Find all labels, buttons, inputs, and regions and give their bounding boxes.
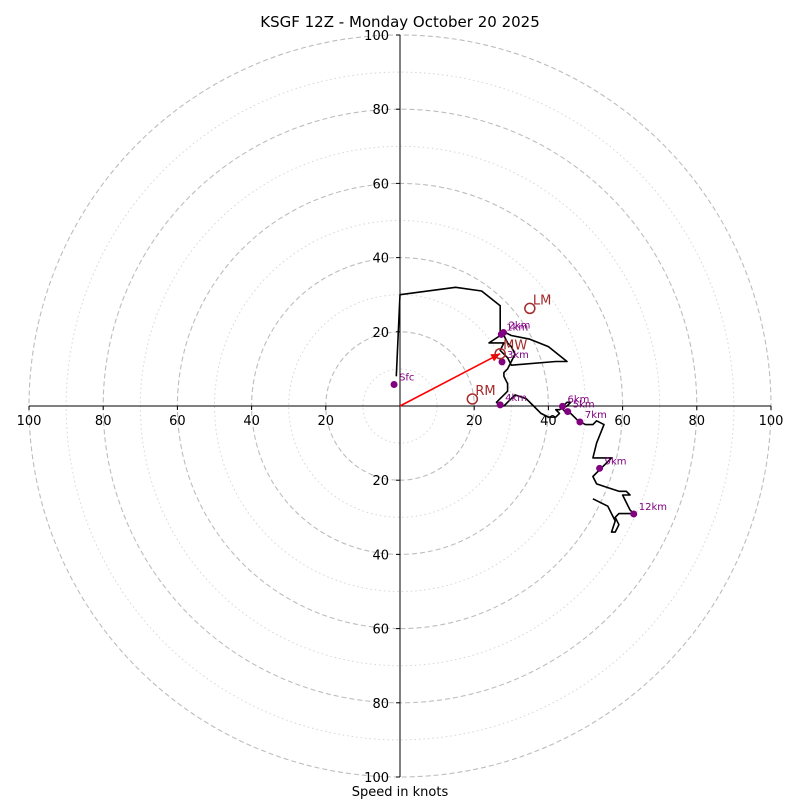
chart-title: KSGF 12Z - Monday October 20 2025 xyxy=(260,13,540,31)
height-label-2km: 2km xyxy=(509,321,531,332)
tick-label-left-60: 60 xyxy=(169,414,186,429)
height-label-7km: 7km xyxy=(585,410,607,421)
tick-label-left-40: 40 xyxy=(243,414,260,429)
height-point-sfc xyxy=(390,380,398,388)
height-label-1km: 1km xyxy=(506,322,528,333)
height-point-2km xyxy=(500,329,508,337)
height-point-3km xyxy=(498,358,506,366)
height-point-12km xyxy=(630,510,638,518)
tick-label-right-20: 20 xyxy=(466,414,483,429)
motion-marker-lm xyxy=(524,302,536,315)
height-label-5km: 5km xyxy=(573,400,595,411)
motion-label-rm: RM xyxy=(475,384,495,399)
hodograph-trace-group xyxy=(395,286,635,533)
height-point-5km xyxy=(564,408,572,416)
tick-label-bottom-80: 80 xyxy=(372,697,389,712)
tick-label-bottom-40: 40 xyxy=(372,548,389,563)
height-point-9km xyxy=(596,464,604,472)
height-point-6km xyxy=(558,402,566,410)
tick-label-left-100: 100 xyxy=(17,414,42,429)
tick-label-top-60: 60 xyxy=(372,177,389,192)
motion-marker-rm xyxy=(466,393,479,405)
tick-label-right-60: 60 xyxy=(614,414,631,429)
tick-label-top-100: 100 xyxy=(364,29,389,44)
mean-wind-vector-group xyxy=(399,352,501,407)
height-point-7km xyxy=(576,418,584,426)
height-label-sfc: Sfc xyxy=(399,372,414,383)
storm-motions: LM MW RM xyxy=(466,293,551,405)
height-label-4km: 4km xyxy=(505,393,527,404)
tick-label-top-20: 20 xyxy=(372,326,389,341)
tick-label-right-100: 100 xyxy=(759,414,784,429)
height-label-3km: 3km xyxy=(507,350,529,361)
tick-label-bottom-20: 20 xyxy=(372,474,389,489)
mean-wind-arrowhead xyxy=(490,353,501,362)
motion-marker-mw xyxy=(494,347,506,360)
tick-label-left-20: 20 xyxy=(318,414,335,429)
x-axis-label: Speed in knots xyxy=(352,785,449,800)
height-label-9km: 9km xyxy=(605,456,627,467)
tick-labels: 2020202040404040606060608080808010010010… xyxy=(17,29,784,786)
height-label-6km: 6km xyxy=(567,394,589,405)
motion-label-lm: LM xyxy=(533,293,551,308)
tick-label-top-40: 40 xyxy=(372,252,389,267)
tick-label-bottom-100: 100 xyxy=(364,771,389,786)
height-point-4km xyxy=(496,401,504,409)
tick-label-right-80: 80 xyxy=(689,414,706,429)
motion-label-mw: MW xyxy=(503,339,527,354)
tick-label-bottom-60: 60 xyxy=(372,623,389,638)
height-label-12km: 12km xyxy=(639,502,667,513)
tick-label-left-80: 80 xyxy=(95,414,112,429)
tick-label-top-80: 80 xyxy=(372,103,389,118)
mean-wind-vector xyxy=(399,352,501,407)
hodograph-trace xyxy=(395,286,635,533)
